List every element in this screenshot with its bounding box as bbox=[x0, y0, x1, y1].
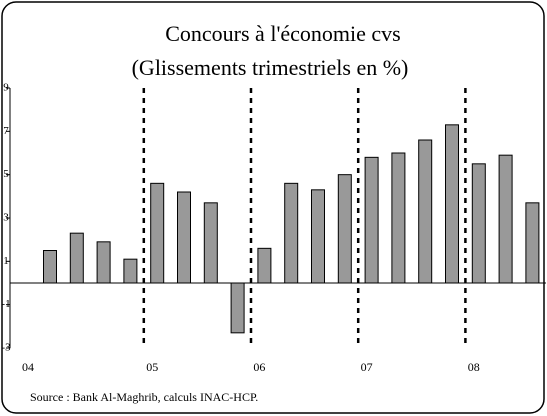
chart-title: Concours à l'économie cvs bbox=[165, 21, 401, 46]
bar bbox=[391, 152, 406, 284]
bar bbox=[418, 139, 433, 284]
x-tick-label: 08 bbox=[468, 360, 480, 374]
bar bbox=[445, 124, 459, 284]
bar bbox=[257, 247, 272, 284]
bar bbox=[364, 156, 379, 284]
bar bbox=[525, 202, 540, 284]
bar bbox=[177, 191, 191, 284]
bar bbox=[96, 241, 111, 284]
bar bbox=[284, 182, 299, 284]
x-tick-label: 04 bbox=[22, 360, 34, 374]
chart-subtitle: (Glissements trimestriels en %) bbox=[132, 55, 409, 80]
bar bbox=[337, 174, 352, 284]
bar bbox=[69, 232, 84, 284]
x-tick-label: 05 bbox=[146, 360, 158, 374]
bar bbox=[150, 182, 165, 284]
bar bbox=[43, 250, 57, 284]
bar bbox=[230, 282, 245, 334]
bar bbox=[203, 202, 218, 284]
bar bbox=[311, 189, 325, 284]
x-tick-label: 07 bbox=[361, 360, 373, 374]
bar bbox=[498, 154, 513, 284]
source-note: Source : Bank Al-Maghrib, calculs INAC-H… bbox=[30, 390, 258, 404]
bar bbox=[471, 163, 486, 284]
bar bbox=[123, 258, 138, 284]
x-tick-label: 06 bbox=[253, 360, 265, 374]
